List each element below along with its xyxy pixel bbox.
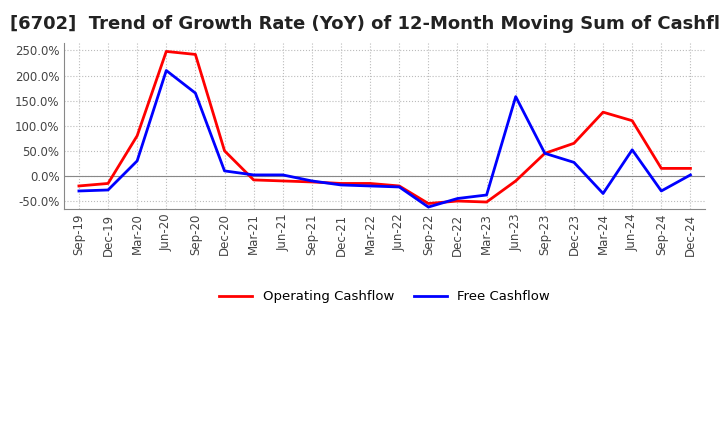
Operating Cashflow — [657, 166, 666, 171]
Free Cashflow — [366, 183, 374, 189]
Operating Cashflow — [570, 141, 578, 146]
Free Cashflow — [279, 172, 287, 178]
Free Cashflow — [511, 94, 520, 99]
Operating Cashflow — [191, 52, 199, 57]
Free Cashflow — [249, 172, 258, 178]
Operating Cashflow — [249, 177, 258, 183]
Free Cashflow — [628, 147, 636, 152]
Operating Cashflow — [395, 183, 404, 189]
Operating Cashflow — [511, 178, 520, 183]
Operating Cashflow — [307, 180, 316, 185]
Free Cashflow — [75, 188, 84, 194]
Operating Cashflow — [162, 49, 171, 54]
Operating Cashflow — [337, 181, 346, 186]
Operating Cashflow — [453, 198, 462, 204]
Operating Cashflow — [686, 166, 695, 171]
Operating Cashflow — [541, 150, 549, 156]
Free Cashflow — [307, 178, 316, 183]
Operating Cashflow — [133, 133, 142, 139]
Free Cashflow — [541, 150, 549, 156]
Line: Free Cashflow: Free Cashflow — [79, 70, 690, 207]
Free Cashflow — [686, 172, 695, 178]
Free Cashflow — [133, 158, 142, 164]
Free Cashflow — [599, 191, 608, 196]
Free Cashflow — [337, 182, 346, 187]
Operating Cashflow — [599, 110, 608, 115]
Title: [6702]  Trend of Growth Rate (YoY) of 12-Month Moving Sum of Cashflows: [6702] Trend of Growth Rate (YoY) of 12-… — [10, 15, 720, 33]
Operating Cashflow — [482, 199, 491, 205]
Free Cashflow — [220, 168, 229, 173]
Line: Operating Cashflow: Operating Cashflow — [79, 51, 690, 204]
Operating Cashflow — [366, 181, 374, 186]
Operating Cashflow — [104, 181, 112, 186]
Free Cashflow — [453, 196, 462, 201]
Free Cashflow — [657, 188, 666, 194]
Free Cashflow — [395, 184, 404, 190]
Operating Cashflow — [279, 178, 287, 183]
Free Cashflow — [482, 192, 491, 198]
Free Cashflow — [104, 187, 112, 193]
Free Cashflow — [424, 205, 433, 210]
Operating Cashflow — [220, 148, 229, 154]
Free Cashflow — [162, 68, 171, 73]
Free Cashflow — [191, 91, 199, 96]
Operating Cashflow — [424, 201, 433, 206]
Operating Cashflow — [628, 118, 636, 123]
Operating Cashflow — [75, 183, 84, 189]
Legend: Operating Cashflow, Free Cashflow: Operating Cashflow, Free Cashflow — [214, 285, 555, 308]
Free Cashflow — [570, 160, 578, 165]
